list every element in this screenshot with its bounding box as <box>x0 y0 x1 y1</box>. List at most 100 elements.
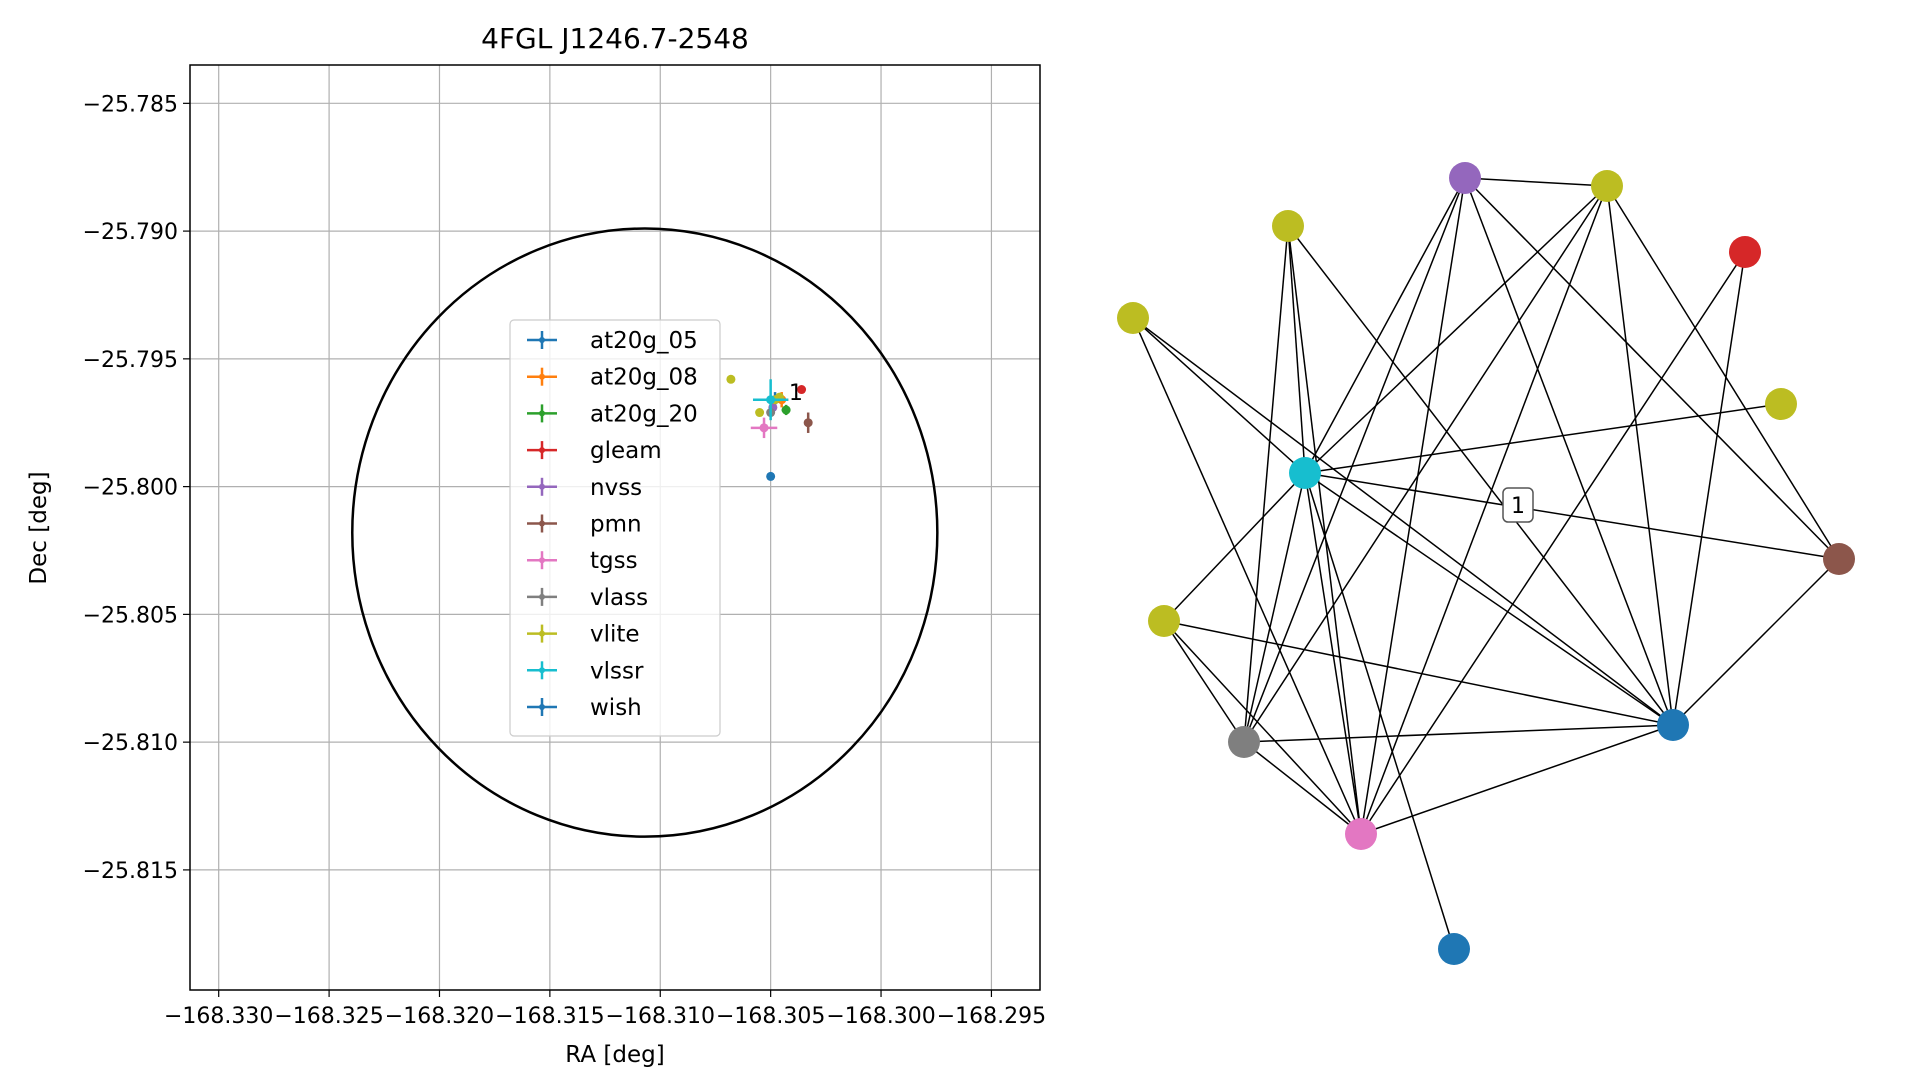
graph-edge <box>1243 177 1466 743</box>
point-tgss <box>750 417 778 439</box>
legend-box <box>509 319 721 737</box>
graph-edge <box>1243 724 1674 743</box>
graph-edges <box>1132 177 1840 950</box>
legend-swatch-dot <box>539 337 545 343</box>
graph-edge <box>1464 177 1608 187</box>
x-tick-label: −168.295 <box>937 1004 1046 1029</box>
legend-label: vlite <box>590 622 640 648</box>
marker <box>755 408 765 418</box>
graph-edge <box>1304 177 1466 474</box>
graph-label-box <box>1502 487 1534 523</box>
legend-label: at20g_05 <box>590 328 698 354</box>
graph-edge <box>1360 185 1608 835</box>
graph-nodes <box>1117 162 1855 965</box>
graph-node <box>1591 170 1623 202</box>
legend-swatch-dot <box>539 447 545 454</box>
legend-swatch-dot <box>539 483 545 490</box>
graph-node <box>1438 933 1470 965</box>
legend-label: pmn <box>590 512 642 538</box>
marker <box>781 405 791 415</box>
graph-edge <box>1163 620 1362 835</box>
x-tick-label: −168.315 <box>495 1004 604 1029</box>
graph-node <box>1228 726 1260 758</box>
legend-label: nvss <box>590 475 642 501</box>
graph-edge <box>1287 225 1362 835</box>
legend-swatch-dot <box>539 630 545 637</box>
graph-edge <box>1672 251 1746 726</box>
legend-swatch-dot <box>539 557 545 564</box>
y-axis-label: Dec [deg] <box>26 471 52 584</box>
graph-edge <box>1360 251 1746 835</box>
graph-node <box>1272 210 1304 242</box>
y-tick-label: −25.790 <box>83 220 178 245</box>
graph-edge <box>1464 177 1840 560</box>
data-points: 1 <box>726 374 813 481</box>
x-tick-label: −168.330 <box>164 1004 273 1029</box>
y-tick-label: −25.810 <box>83 731 178 756</box>
graph-edge <box>1360 724 1674 835</box>
graph-edge <box>1163 620 1674 726</box>
graph-edge <box>1304 185 1608 474</box>
x-tick-label: −168.320 <box>385 1004 494 1029</box>
legend-label: gleam <box>590 438 662 464</box>
legend-entry-vlass: vlass <box>527 585 648 611</box>
marker <box>726 374 736 384</box>
x-tick-label: −168.325 <box>274 1004 383 1029</box>
y-tick-label: −25.785 <box>83 92 178 117</box>
marker <box>803 418 813 428</box>
point-gleam <box>797 385 807 395</box>
marker <box>766 471 776 481</box>
graph-edge <box>1304 472 1674 726</box>
graph-edge <box>1606 185 1674 726</box>
point-pmn <box>803 412 813 433</box>
graph-node <box>1729 236 1761 268</box>
legend-label: vlssr <box>590 658 644 684</box>
y-tick-label: −25.800 <box>83 476 178 501</box>
legend-entry-nvss: nvss <box>527 475 642 501</box>
graph-node <box>1148 605 1180 637</box>
error-ellipse <box>351 227 939 838</box>
graph-node <box>1449 162 1481 194</box>
legend-entry-pmn: pmn <box>527 512 642 538</box>
x-tick-label: −168.310 <box>606 1004 715 1029</box>
graph-edge <box>1132 317 1362 835</box>
graph-node <box>1345 818 1377 850</box>
legend-label: vlass <box>590 585 648 611</box>
legend-label: at20g_20 <box>590 401 698 427</box>
y-tick-label: −25.805 <box>83 603 178 628</box>
network-graph: 1 <box>1117 162 1855 965</box>
graph-label-text: 1 <box>1511 494 1525 519</box>
ellipse-layer <box>351 227 939 838</box>
point-vlssr <box>752 379 789 421</box>
legend-entry-at20g_20: at20g_20 <box>527 401 698 427</box>
plot-frame <box>189 64 1041 991</box>
point-vlite <box>726 374 736 384</box>
marker <box>797 385 807 395</box>
graph-edge <box>1132 317 1674 726</box>
point-at20g_20 <box>781 404 791 416</box>
graph-edge <box>1287 225 1674 726</box>
y-tick-label: −25.795 <box>83 348 178 373</box>
graph-edge <box>1360 177 1466 835</box>
graph-node <box>1117 302 1149 334</box>
marker <box>759 423 769 433</box>
legend-entry-wish: wish <box>527 695 642 721</box>
graph-edge <box>1243 225 1289 743</box>
graph-edge <box>1243 741 1362 835</box>
legend-entry-vlite: vlite <box>527 622 640 648</box>
legend-entry-tgss: tgss <box>527 548 638 574</box>
legend-label: wish <box>590 695 642 721</box>
graph-node <box>1657 709 1689 741</box>
graph-edge <box>1163 620 1245 743</box>
graph-edge <box>1672 558 1840 726</box>
x-ticks: −168.330 −168.325 −168.320 −168.315 −168.310… <box>164 990 1046 1029</box>
legend-swatch-dot <box>539 520 545 527</box>
legend-swatch-dot <box>539 667 545 674</box>
legend-swatch-dot <box>539 704 545 710</box>
graph-edge <box>1304 472 1455 950</box>
legend-swatch-dot <box>539 373 545 380</box>
legend-swatch-dot <box>539 410 545 417</box>
point-wish <box>766 471 776 481</box>
